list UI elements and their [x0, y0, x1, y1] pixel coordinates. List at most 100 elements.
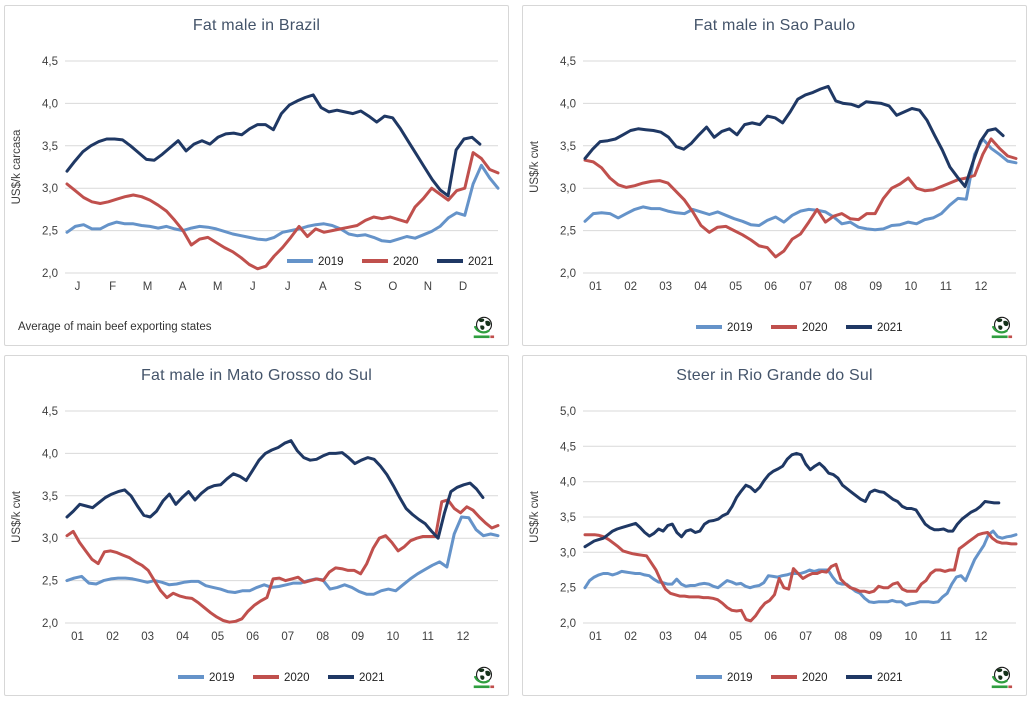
- y-tick-label: 4,0: [560, 98, 576, 110]
- y-axis-title: US$/k carcasa: [11, 129, 23, 204]
- brand-logo: [988, 315, 1016, 341]
- x-tick-label: 07: [799, 631, 812, 643]
- x-tick-label: 06: [764, 631, 777, 643]
- legend-label-2019: 2019: [727, 322, 753, 334]
- x-tick-label: 11: [940, 281, 952, 293]
- y-tick-label: 4,0: [560, 477, 576, 489]
- x-tick-label: M: [143, 281, 153, 293]
- legend-label-2019: 2019: [318, 256, 344, 268]
- x-tick-label: 05: [729, 281, 742, 293]
- x-tick-label: 12: [457, 631, 470, 643]
- x-tick-label: 10: [905, 281, 918, 293]
- chart-title-sao-paulo: Fat male in Sao Paulo: [693, 17, 856, 34]
- y-axis-title: US$/k cwt: [11, 490, 23, 543]
- legend-label-2020: 2020: [802, 322, 828, 334]
- chart-footnote: Average of main beef exporting states: [18, 321, 212, 333]
- x-tick-label: F: [109, 281, 116, 293]
- x-tick-label: 10: [387, 631, 400, 643]
- chart-canvas-rio-grande-do-sul: 2,0 2,5 3,0 3,5 4,0 4,5 5,0 US$/k cwt 01 02 03 04 05…: [529, 406, 1018, 684]
- y-tick-label: 3,5: [42, 141, 58, 153]
- y-tick-label: 3,0: [560, 547, 576, 559]
- chart-canvas-mato-grosso-do-sul: 2,0 2,5 3,0 3,5 4,0 4,5 US$/k cwt 01 02 03 04 05 06 0…: [11, 406, 500, 684]
- y-tick-label: 4,0: [42, 98, 58, 110]
- globe-icon: [991, 666, 1013, 689]
- series-line-2021: [65, 93, 482, 198]
- series-line-2021: [65, 439, 485, 540]
- y-axis-title: US$/k cwt: [529, 490, 541, 543]
- logo-wordmark: [473, 335, 490, 339]
- series-line-2019: [65, 163, 500, 244]
- x-tick-label: 01: [589, 631, 602, 643]
- y-tick-label: 3,5: [560, 141, 576, 153]
- x-tick-label: 05: [211, 631, 224, 643]
- x-tick-label: 07: [799, 281, 812, 293]
- chart-panel-mato-grosso-do-sul: Fat male in Mato Grosso do Sul 2,0 2,5 3,0…: [4, 355, 509, 696]
- chart-title-rio-grande-do-sul: Steer in Rio Grande do Sul: [676, 367, 873, 384]
- x-tick-label: S: [354, 281, 362, 293]
- x-tick-label: A: [179, 281, 187, 293]
- y-tick-label: 3,0: [42, 533, 58, 545]
- x-tick-label: N: [424, 281, 432, 293]
- x-tick-label: 03: [141, 631, 154, 643]
- y-tick-label: 4,5: [42, 406, 58, 418]
- x-tick-label: M: [213, 281, 223, 293]
- chart-title-mato-grosso-do-sul: Fat male in Mato Grosso do Sul: [141, 367, 372, 384]
- x-tick-label: 10: [905, 631, 918, 643]
- chart-canvas-sao-paulo: 2,0 2,5 3,0 3,5 4,0 4,5 US$/k cwt 01 02 03 04 05 06 0…: [529, 56, 1018, 334]
- x-tick-label: 01: [71, 631, 84, 643]
- chart-panel-sao-paulo: Fat male in Sao Paulo 2,0 2,5 3,0 3,5 4,0 4,5…: [522, 5, 1027, 346]
- legend-label-2019: 2019: [209, 672, 235, 684]
- y-tick-label: 2,0: [560, 618, 576, 630]
- legend-label-2021: 2021: [468, 256, 494, 268]
- x-tick-label: 04: [694, 281, 707, 293]
- x-tick-label: 02: [106, 631, 119, 643]
- series-line-2021: [583, 451, 1001, 549]
- series-line-2019: [583, 137, 1018, 232]
- x-tick-label: 11: [422, 631, 434, 643]
- y-tick-label: 4,5: [42, 56, 58, 68]
- x-tick-label: 08: [834, 281, 847, 293]
- y-tick-label: 3,5: [42, 491, 58, 503]
- y-tick-label: 3,5: [560, 512, 576, 524]
- y-tick-label: 5,0: [560, 406, 576, 418]
- x-tick-label: 09: [869, 631, 882, 643]
- x-tick-label: 05: [729, 631, 742, 643]
- x-tick-label: O: [388, 281, 397, 293]
- x-tick-label: D: [459, 281, 467, 293]
- series-line-2020: [583, 531, 1018, 623]
- series-line-2020: [65, 498, 500, 624]
- y-tick-label: 2,5: [42, 226, 58, 238]
- legend-label-2019: 2019: [727, 672, 753, 684]
- y-tick-label: 2,0: [42, 618, 58, 630]
- x-tick-label: J: [285, 281, 291, 293]
- x-tick-label: J: [250, 281, 256, 293]
- x-tick-label: 07: [281, 631, 294, 643]
- globe-icon: [473, 316, 495, 339]
- legend-label-2020: 2020: [284, 672, 310, 684]
- brand-logo: [470, 315, 498, 341]
- logo-wordmark: [991, 685, 1008, 689]
- x-tick-label: 06: [764, 281, 777, 293]
- logo-wordmark: [473, 685, 490, 689]
- series-line-2020: [583, 137, 1018, 259]
- x-tick-label: 12: [975, 281, 988, 293]
- series-line-2019: [65, 515, 500, 596]
- x-tick-label: J: [75, 281, 81, 293]
- chart-title-brazil: Fat male in Brazil: [192, 17, 321, 34]
- globe-icon: [473, 666, 495, 689]
- logo-wordmark: [991, 335, 1008, 339]
- x-tick-label: 12: [975, 631, 988, 643]
- brand-logo: [470, 665, 498, 691]
- y-tick-label: 3,0: [42, 183, 58, 195]
- x-tick-label: A: [319, 281, 327, 293]
- x-tick-label: 04: [176, 631, 189, 643]
- chart-canvas-brazil: 2,0 2,5 3,0 3,5 4,0 4,5 US$/k carcasa J F M A M J J A S…: [11, 56, 500, 293]
- x-tick-label: 08: [834, 631, 847, 643]
- globe-icon: [991, 316, 1013, 339]
- chart-panel-brazil: Fat male in Brazil 2,0 2,5 3,0 3,5 4,0 4,5 US$…: [4, 5, 509, 346]
- legend-label-2021: 2021: [359, 672, 385, 684]
- x-tick-label: 04: [694, 631, 707, 643]
- x-tick-label: 09: [869, 281, 882, 293]
- x-tick-label: 02: [624, 631, 637, 643]
